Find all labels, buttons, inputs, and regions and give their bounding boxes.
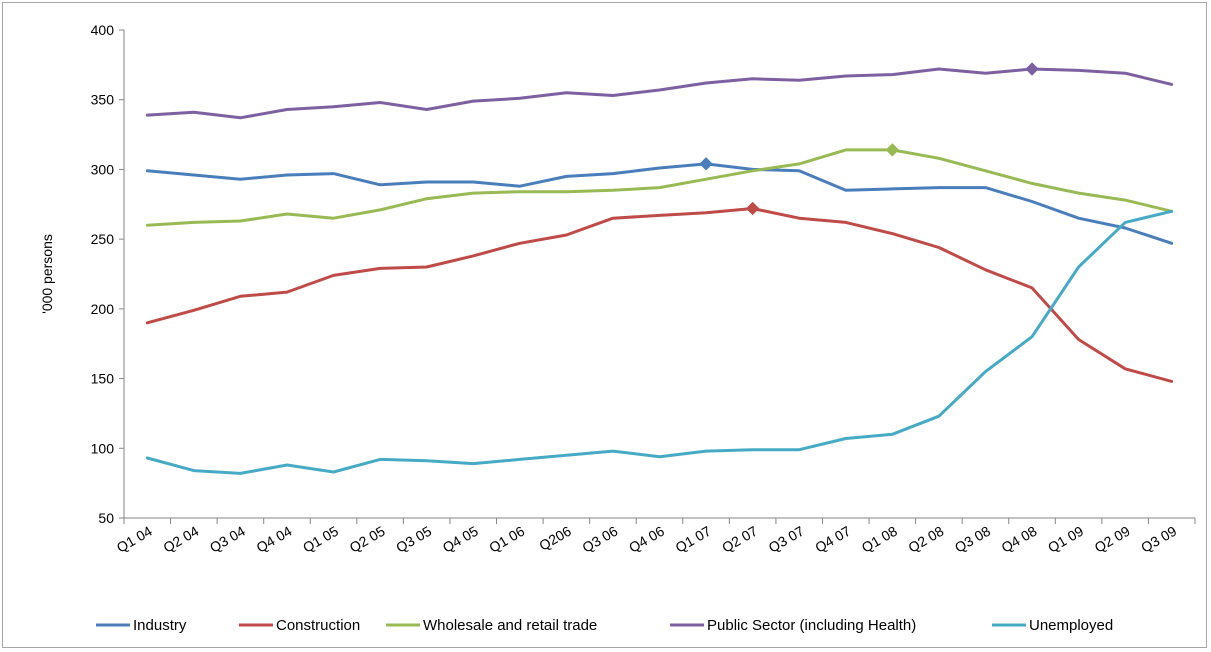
x-tick-label: Q1 09 (1045, 523, 1086, 556)
peak-marker (885, 143, 900, 157)
series-industry (145, 157, 1174, 245)
legend-item-wholesale-and-retail-trade: Wholesale and retail trade (386, 617, 597, 634)
legend-label: Wholesale and retail trade (423, 617, 597, 634)
x-tick-label: Q3 06 (579, 523, 620, 556)
x-tick-label: Q1 07 (673, 523, 714, 556)
x-tick-label: Q3 07 (766, 523, 807, 556)
legend-label: Industry (133, 617, 187, 634)
y-tick-label: 200 (91, 301, 115, 317)
x-tick-label: Q2 04 (160, 523, 201, 556)
y-tick-label: 300 (91, 161, 115, 177)
series-wholesale-and-retail-trade (145, 143, 1174, 227)
x-tick-label: Q3 05 (393, 523, 434, 556)
x-tick-label: Q1 05 (300, 523, 341, 556)
series-line (145, 207, 1174, 383)
series-construction (145, 201, 1174, 383)
y-axis: 50 100 150 200 250 300 350 400 (91, 22, 125, 526)
peak-marker (1025, 62, 1039, 76)
legend-item-unemployed: Unemployed (992, 617, 1113, 634)
y-tick-label: 150 (91, 371, 115, 387)
y-tick-label: 250 (91, 231, 115, 247)
series-public-sector-including-health (145, 62, 1174, 120)
legend-item-construction: Construction (239, 617, 360, 634)
x-tick-label: Q2 09 (1092, 523, 1133, 556)
x-axis: Q1 04 Q2 04 Q3 04 Q4 04 Q1 05 Q2 05 Q3 05 Q4 05… (114, 517, 1196, 556)
y-axis-title: '000 persons (39, 234, 55, 314)
x-tick-label: Q1 08 (859, 523, 900, 556)
y-tick-label: 50 (98, 510, 114, 526)
y-tick-label: 400 (91, 22, 115, 38)
x-tick-label: Q4 05 (440, 523, 481, 556)
x-tick-label: Q4 08 (998, 523, 1039, 556)
x-tick-label: Q3 04 (207, 523, 248, 556)
x-tick-label: Q4 06 (626, 523, 667, 556)
series-unemployed (145, 209, 1174, 475)
legend-label: Construction (276, 617, 360, 634)
x-tick-label: Q1 04 (114, 523, 155, 556)
series-line (145, 209, 1174, 475)
x-tick-label: Q1 06 (486, 523, 527, 556)
y-tick-label: 100 (91, 440, 115, 456)
peak-marker (745, 201, 760, 216)
series-line (145, 162, 1174, 245)
series-line (145, 67, 1174, 120)
peak-marker (699, 157, 713, 171)
x-tick-label: Q4 04 (253, 523, 294, 556)
x-tick-label: Q3 08 (952, 523, 993, 556)
x-tick-label: Q2 05 (347, 523, 388, 556)
x-tick-label: Q3 09 (1138, 523, 1179, 556)
x-tick-label: Q2 07 (719, 523, 760, 556)
x-tick-label: Q4 07 (812, 523, 853, 556)
legend-item-industry: Industry (96, 617, 187, 634)
series-line (145, 148, 1174, 227)
legend-item-public-sector-including-health: Public Sector (including Health) (670, 617, 916, 634)
x-tick-label: Q206 (536, 523, 574, 554)
legend: Industry Construction Wholesale and retail… (96, 617, 1113, 634)
y-tick-label: 350 (91, 92, 115, 108)
series-layer (145, 62, 1174, 475)
legend-label: Public Sector (including Health) (707, 617, 916, 634)
x-tick-label: Q2 08 (905, 523, 946, 556)
legend-label: Unemployed (1029, 617, 1113, 634)
